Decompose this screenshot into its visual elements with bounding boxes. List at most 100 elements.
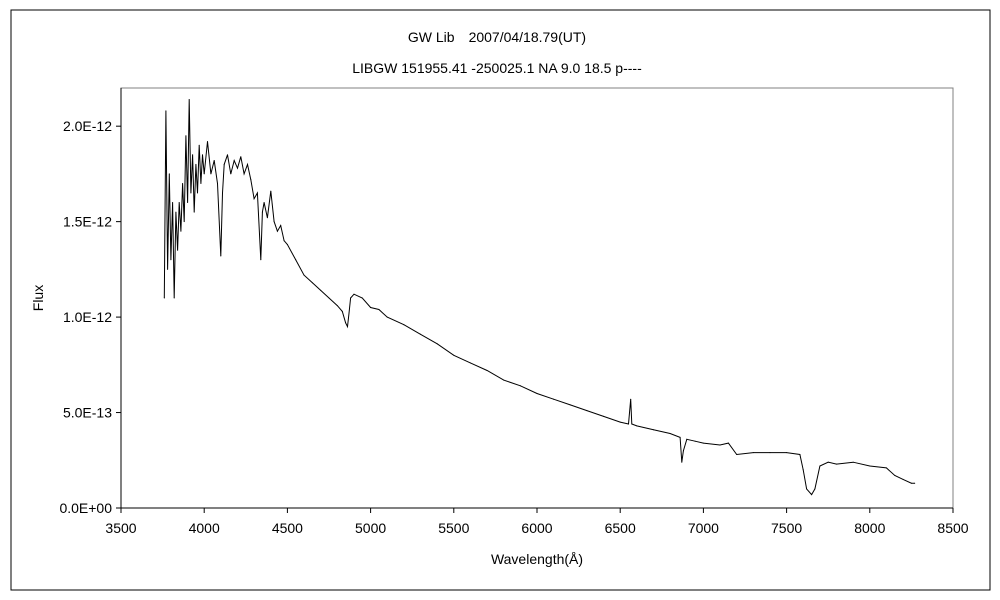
spectrum-point (180, 230, 182, 232)
spectrum-point (786, 452, 788, 454)
spectrum-point (827, 461, 829, 463)
spectrum-point (295, 259, 297, 261)
spectrum-point (869, 465, 871, 467)
spectrum-point (852, 461, 854, 463)
spectrum-point (910, 482, 912, 484)
spectrum-point (486, 370, 488, 371)
chart-subtitle: LIBGW 151955.41 -250025.1 NA 9.0 18.5 p-… (352, 60, 642, 76)
spectrum-point (386, 316, 388, 318)
spectrum-point (727, 442, 729, 444)
spectrum-point (469, 362, 471, 364)
spectrum-point (273, 221, 275, 223)
x-tick-label: 6000 (521, 520, 552, 536)
spectrum-point (736, 454, 738, 455)
spectrum-point (350, 297, 352, 299)
spectrum-point (682, 450, 684, 452)
spectrum-point (173, 297, 175, 299)
spectrum-point (628, 423, 629, 425)
spectrum-point (170, 259, 172, 261)
spectrum-point (436, 343, 438, 345)
spectrum-point (240, 156, 242, 158)
y-tick-label: 0.0E+00 (59, 500, 112, 516)
spectrum-point (213, 160, 215, 161)
spectrum-point (336, 305, 338, 307)
spectrum-point (353, 293, 355, 295)
spectrum-point (192, 154, 194, 156)
spectrum-point (168, 173, 170, 175)
y-tick-label: 2.0E-12 (63, 118, 112, 134)
x-tick-label: 8500 (937, 520, 968, 536)
spectrum-point (237, 167, 238, 169)
spectrum-point (603, 415, 605, 417)
chart-title: GW Lib 2007/04/18.79(UT) (408, 29, 586, 45)
spectrum-point (361, 297, 363, 299)
spectrum-point (243, 173, 245, 175)
spectrum-point (233, 160, 235, 161)
spectrum-point (378, 309, 380, 310)
spectrum-point (227, 154, 228, 156)
x-tick-label: 4000 (189, 520, 220, 536)
spectrum-point (183, 221, 185, 223)
plot-area (120, 87, 954, 509)
x-axis: 3500 4000 4500 5000 5500 6000 6500 7000 7500 8000… (105, 507, 969, 536)
spectrum-point (177, 249, 179, 251)
x-tick-label: 6500 (605, 520, 636, 536)
spectrum-point (172, 202, 174, 203)
spectrum-point (217, 183, 218, 184)
spectrum-point (202, 154, 203, 156)
spectrum-point (200, 183, 202, 184)
spectrum-point (223, 163, 225, 165)
x-tick-label: 3500 (105, 520, 136, 536)
spectrum-point (694, 440, 696, 442)
spectrum-point (686, 438, 688, 440)
spectrum-point (247, 163, 248, 165)
spectrum-point (256, 192, 258, 194)
x-tick-label: 5000 (355, 520, 386, 536)
spectrum-point (569, 404, 571, 406)
x-axis-label: Wavelength(Å) (491, 551, 583, 567)
spectrum-point (283, 240, 285, 242)
spectrum-point (536, 393, 538, 394)
spectrum-point (553, 398, 555, 400)
spectrum-point (303, 274, 305, 276)
spectrum-point (185, 135, 187, 137)
spectrum-point (503, 379, 505, 381)
x-tick-label: 4500 (272, 520, 303, 536)
spectrum-point (519, 385, 521, 387)
series-layer (163, 99, 916, 496)
spectrum-point (802, 469, 804, 471)
x-tick-label: 8000 (854, 520, 885, 536)
spectrum-point (420, 333, 421, 335)
spectrum-point (276, 230, 278, 232)
spectrum-point (253, 198, 255, 200)
spectrum-point (586, 410, 588, 412)
spectrum-point (320, 289, 322, 291)
spectrum-point (679, 436, 681, 438)
spectrum-point (178, 202, 180, 203)
spectrum-point (187, 202, 189, 203)
y-axis: 0.0E+00 5.0E-13 1.0E-12 1.5E-12 2.0E-12 (59, 88, 122, 516)
spectrum-point (702, 442, 704, 444)
y-axis-label: Flux (30, 285, 46, 311)
spectrum-point (669, 433, 671, 434)
spectrum-point (885, 467, 887, 469)
spectrum-point (260, 259, 262, 261)
spectrum-point (653, 429, 654, 431)
spectrum-point (347, 326, 348, 328)
spectrum-point (902, 478, 904, 480)
spectrum-point (210, 173, 212, 175)
spectrum-point (167, 268, 169, 270)
spectrum-point (163, 297, 165, 299)
spectrum-point (207, 141, 208, 142)
spectrum-point (311, 282, 313, 284)
spectrum-point (752, 452, 754, 454)
spectrum-point (719, 444, 721, 446)
y-tick-label: 1.5E-12 (63, 214, 112, 230)
spectrum-point (222, 192, 223, 194)
spectrum-point (190, 192, 192, 194)
x-tick-label: 7500 (771, 520, 802, 536)
spectrum-point (819, 465, 821, 467)
spectrum-point (220, 255, 222, 257)
spectrum-point (348, 312, 350, 314)
spectrum-point (631, 423, 633, 425)
